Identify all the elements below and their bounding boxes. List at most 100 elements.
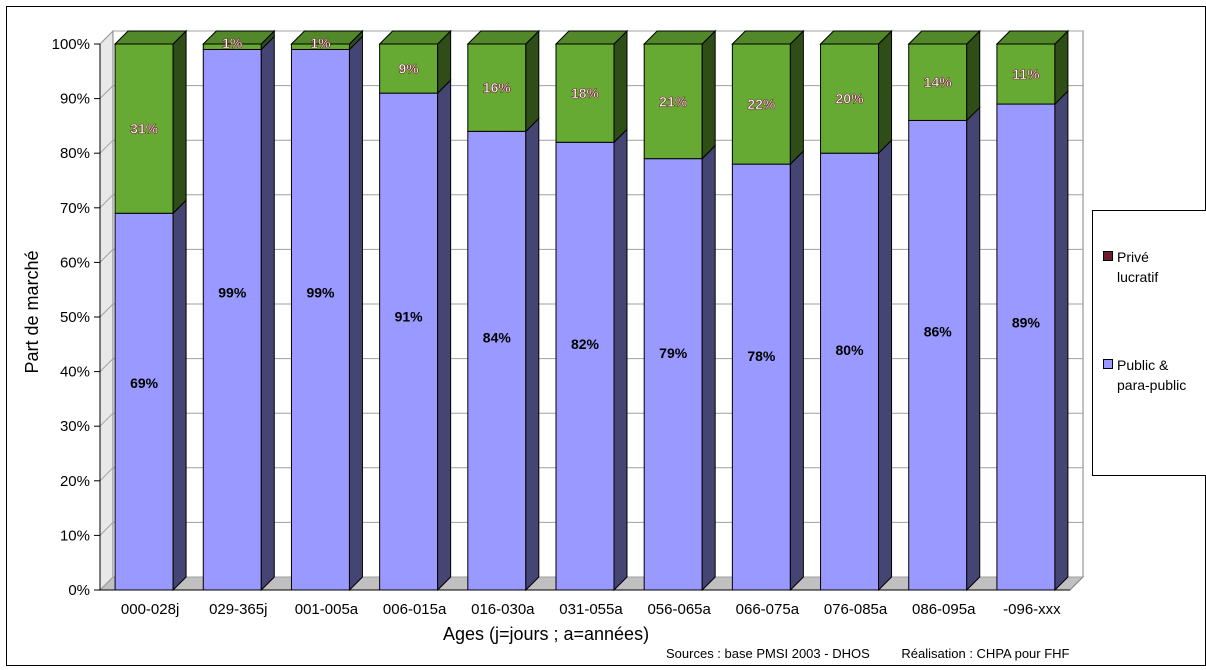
data-label: 20%: [836, 91, 865, 107]
y-tick-label: 30%: [60, 418, 90, 435]
x-tick-label: 029-365j: [209, 601, 267, 618]
legend-swatch-public: [1103, 359, 1113, 369]
legend-label-public-2: para-public: [1117, 377, 1187, 393]
legend-item-public: Public & para-public: [1103, 355, 1186, 395]
x-tick-label: 006-015a: [383, 601, 447, 618]
data-label: 22%: [747, 96, 776, 112]
bar-side: [613, 29, 628, 144]
y-tick-label: 100%: [52, 36, 90, 53]
bars-layer: [113, 29, 1070, 592]
x-tick-label: 056-065a: [647, 601, 711, 618]
bar-side: [701, 144, 716, 592]
bar-top: [554, 30, 629, 45]
bar-segment: [379, 92, 439, 591]
bar-top: [907, 30, 981, 45]
x-tick-label: 001-005a: [295, 601, 359, 618]
y-tick-label: 50%: [60, 309, 90, 326]
data-label: 89%: [1012, 315, 1041, 331]
legend: Privé lucratif Public & para-public: [1092, 210, 1206, 476]
bar-segment: [731, 163, 791, 591]
data-label: 9%: [399, 61, 420, 77]
x-tick-label: 031-055a: [559, 601, 623, 618]
footer: Sources : base PMSI 2003 - DHOS Réalisat…: [666, 646, 1098, 661]
bar-side: [437, 78, 452, 592]
data-label: 16%: [483, 80, 512, 96]
bar-segment: [202, 48, 262, 591]
bar-segment: [643, 158, 703, 591]
bar-side: [789, 29, 804, 166]
bar-top: [642, 30, 717, 45]
x-tick-label: 086-095a: [912, 601, 976, 618]
data-label: 91%: [395, 309, 424, 325]
data-label: 1%: [310, 35, 331, 51]
legend-item-prive: Privé lucratif: [1103, 247, 1158, 287]
legend-label-prive-2: lucratif: [1117, 269, 1159, 285]
data-label: 14%: [924, 74, 953, 90]
y-tick-label: 70%: [60, 200, 90, 217]
y-axis-title: Part de marché: [22, 250, 42, 373]
data-label: 78%: [747, 348, 776, 364]
x-tick-label: 076-085a: [824, 601, 888, 618]
bar-side: [966, 29, 981, 122]
bar-top: [290, 30, 364, 45]
bar-top: [202, 30, 276, 45]
bar-side: [701, 29, 716, 160]
bar-top: [995, 30, 1070, 45]
bar-top: [466, 30, 541, 45]
data-label: 80%: [836, 342, 865, 358]
bar-side: [172, 199, 187, 592]
bar-segment: [908, 119, 968, 591]
x-tick-label: 066-075a: [736, 601, 800, 618]
bar-segment: [555, 141, 615, 591]
bar-side: [789, 149, 804, 592]
bar-top: [819, 30, 893, 45]
y-tick-label: 80%: [60, 145, 90, 162]
bar-side: [878, 29, 893, 155]
data-label: 82%: [571, 336, 600, 352]
y-tick-label: 20%: [60, 473, 90, 490]
y-tick-label: 40%: [60, 364, 90, 381]
y-tick-label: 60%: [60, 254, 90, 271]
data-label: 84%: [483, 330, 512, 346]
bar-segment: [820, 152, 880, 591]
x-axis-title: Ages (j=jours ; a=années): [443, 624, 649, 644]
x-tick-label: 000-028j: [121, 601, 179, 618]
bar-side: [1054, 89, 1069, 592]
bar-side: [966, 106, 981, 592]
bar-side: [172, 29, 187, 215]
bar-top: [731, 30, 805, 45]
y-tick-label: 0%: [68, 582, 90, 599]
bar-top: [113, 30, 188, 45]
data-label: 1%: [222, 35, 243, 51]
bar-segment: [820, 43, 880, 154]
bar-side: [525, 117, 540, 592]
labels-layer: 69% 31% 99% 1% 99% 1% 91% 9% 84% 16% 82% 18% 79% 21% 7…: [130, 35, 1041, 391]
data-label: 79%: [659, 345, 688, 361]
legend-swatch-prive: [1103, 251, 1113, 261]
bar-segment: [996, 103, 1056, 591]
bar-segment: [996, 43, 1056, 105]
data-label: 21%: [659, 93, 688, 109]
legend-label-public-1: Public &: [1117, 357, 1169, 373]
bar-top: [378, 30, 452, 45]
data-label: 31%: [130, 121, 159, 137]
legend-label-prive-1: Privé: [1117, 249, 1149, 265]
bar-side: [260, 35, 275, 592]
bar-segment: [555, 43, 615, 143]
bar-side: [613, 128, 628, 592]
bar-segment: [114, 212, 174, 591]
x-tick-label: 016-030a: [471, 601, 535, 618]
data-label: 18%: [571, 85, 600, 101]
footer-realisation: Réalisation : CHPA pour FHF: [901, 646, 1070, 661]
bar-side: [878, 138, 893, 592]
bar-side: [348, 35, 363, 592]
bar-segment: [467, 130, 527, 591]
data-label: 11%: [1012, 66, 1040, 82]
data-label: 99%: [218, 285, 247, 301]
x-tick-label: -096-xxx: [1003, 601, 1061, 618]
y-tick-label: 90%: [60, 91, 90, 108]
footer-sources: Sources : base PMSI 2003 - DHOS: [666, 646, 870, 661]
bar-segment: [290, 48, 350, 591]
y-tick-label: 10%: [60, 527, 90, 544]
